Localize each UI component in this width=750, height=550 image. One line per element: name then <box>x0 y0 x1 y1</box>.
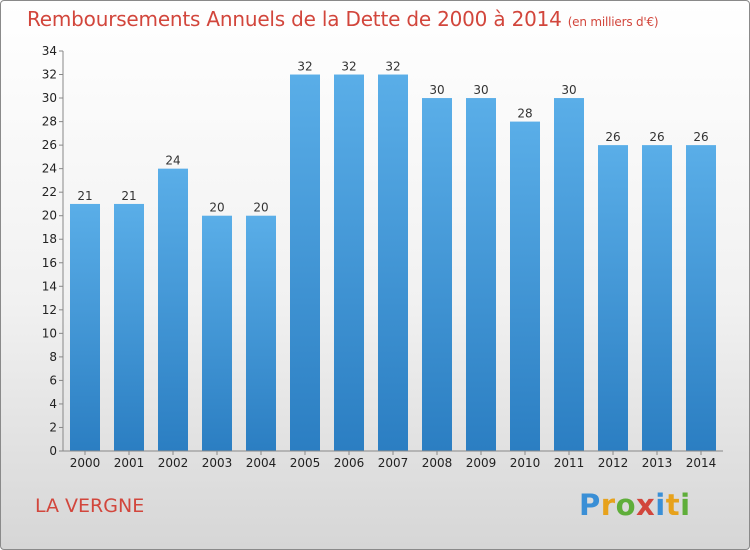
y-tick-label: 0 <box>49 444 57 458</box>
bar-value-label: 32 <box>297 60 312 74</box>
bar-2011 <box>554 98 584 451</box>
x-axis: 2000 2001 2002 2003 2004 2005 2006 2007 2008 2009… <box>63 450 723 470</box>
bar-value-label: 20 <box>253 201 268 215</box>
chart-title: Remboursements Annuels de la Dette de 20… <box>27 7 659 31</box>
bar-2001 <box>114 203 144 451</box>
bar-2008 <box>422 98 452 451</box>
bar-2000 <box>70 203 100 451</box>
x-tick-label: 2005 <box>290 456 321 470</box>
y-tick-label: 24 <box>42 162 57 176</box>
x-tick-label: 2002 <box>158 456 189 470</box>
y-tick-label: 30 <box>42 91 57 105</box>
y-tick-label: 12 <box>42 303 57 317</box>
bar-2013 <box>642 145 672 451</box>
y-tick-label: 6 <box>49 373 57 387</box>
x-tick-label: 2011 <box>554 456 585 470</box>
bar-value-label: 20 <box>209 201 224 215</box>
bar-value-label: 28 <box>517 107 532 121</box>
bar-value-label: 30 <box>473 83 488 97</box>
x-tick-label: 2001 <box>114 456 145 470</box>
bar-2012 <box>598 145 628 451</box>
bar-2009 <box>466 98 496 451</box>
bar-value-label: 21 <box>77 189 92 203</box>
chart-unit-label: (en milliers d'€) <box>567 15 659 29</box>
bar-2014 <box>686 145 716 451</box>
bar-value-label: 30 <box>561 83 576 97</box>
y-tick-label: 18 <box>42 232 57 246</box>
x-tick-label: 2004 <box>246 456 277 470</box>
bar-value-label: 26 <box>605 130 620 144</box>
y-tick-label: 22 <box>42 185 57 199</box>
x-tick-label: 2013 <box>642 456 673 470</box>
x-tick-label: 2003 <box>202 456 233 470</box>
chart-title-text: Remboursements Annuels de la Dette de 20… <box>27 7 562 31</box>
bar-2010 <box>510 121 540 452</box>
y-tick-label: 4 <box>49 397 57 411</box>
y-tick-label: 10 <box>42 326 57 340</box>
bar-value-label: 24 <box>165 154 180 168</box>
bar-2004 <box>246 215 276 451</box>
y-tick-label: 20 <box>42 209 57 223</box>
x-tick-label: 2014 <box>686 456 717 470</box>
x-tick-label: 2006 <box>334 456 365 470</box>
x-tick-label: 2000 <box>70 456 101 470</box>
bar-value-label: 21 <box>121 189 136 203</box>
x-tick-label: 2010 <box>510 456 541 470</box>
bar-value-label: 32 <box>385 60 400 74</box>
y-tick-label: 8 <box>49 350 57 364</box>
x-tick-label: 2012 <box>598 456 629 470</box>
bar-value-label: 26 <box>649 130 664 144</box>
bar-2002 <box>158 168 188 451</box>
bar-series: 21 21 24 20 20 32 32 32 30 30 28 30 26 26 26 <box>70 60 716 452</box>
y-tick-label: 16 <box>42 256 57 270</box>
y-tick-label: 2 <box>49 420 57 434</box>
y-tick-label: 34 <box>42 44 57 58</box>
bar-2006 <box>334 74 364 451</box>
x-tick-label: 2007 <box>378 456 409 470</box>
y-tick-label: 28 <box>42 115 57 129</box>
bar-value-label: 32 <box>341 60 356 74</box>
bar-2005 <box>290 74 320 451</box>
x-tick-label: 2009 <box>466 456 497 470</box>
x-tick-label: 2008 <box>422 456 453 470</box>
bar-2003 <box>202 215 232 451</box>
y-tick-label: 14 <box>42 279 57 293</box>
y-tick-label: 26 <box>42 138 57 152</box>
proxiti-logo: Proxiti <box>579 488 691 522</box>
bar-2007 <box>378 74 408 451</box>
bar-value-label: 30 <box>429 83 444 97</box>
y-tick-label: 32 <box>42 68 57 82</box>
bar-value-label: 26 <box>693 130 708 144</box>
commune-name: LA VERGNE <box>35 495 145 517</box>
